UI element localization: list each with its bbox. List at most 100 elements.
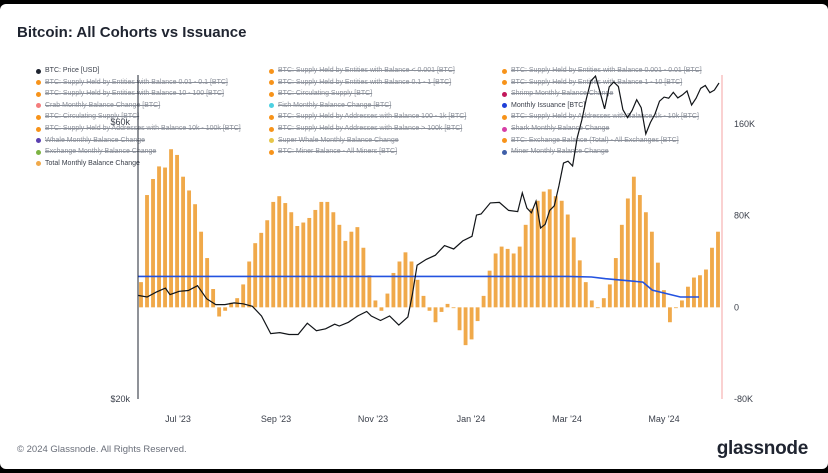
balance-change-bar xyxy=(505,248,510,308)
x-tick-label: May '24 xyxy=(648,414,679,424)
balance-change-bar xyxy=(535,200,540,308)
balance-change-bar xyxy=(680,300,684,308)
balance-change-bar xyxy=(199,231,204,308)
balance-change-bar xyxy=(367,275,372,308)
balance-change-bar xyxy=(205,258,210,308)
legend-item[interactable]: Super Whale Monthly Balance Change xyxy=(269,137,399,145)
legend-label: Shrimp Monthly Balance Change xyxy=(511,90,614,98)
balance-change-bar xyxy=(169,149,173,308)
balance-change-bar xyxy=(553,196,558,308)
legend-label: BTC: Supply Held by Addresses with Balan… xyxy=(278,125,463,132)
balance-change-bar xyxy=(265,220,270,308)
legend-swatch xyxy=(502,114,507,120)
legend-item[interactable]: BTC: Supply Held by Entities with Balanc… xyxy=(269,67,455,75)
balance-change-bar xyxy=(577,260,582,308)
legend-swatch xyxy=(36,161,41,167)
balance-change-bars xyxy=(139,149,720,346)
legend-swatch xyxy=(269,80,274,86)
right-tick-label: 80K xyxy=(734,211,750,221)
balance-change-bar xyxy=(145,195,149,308)
balance-change-bar xyxy=(439,307,444,312)
legend-item[interactable]: Crab Monthly Balance Change [BTC] xyxy=(36,102,160,110)
legend-label: BTC: Supply Held by Addresses with Balan… xyxy=(278,113,467,121)
legend-item[interactable]: Exchange Monthly Balance Change xyxy=(36,148,156,156)
legend-item[interactable]: Shrimp Monthly Balance Change xyxy=(502,90,613,98)
legend-swatch xyxy=(36,91,41,97)
legend-swatch xyxy=(36,103,41,109)
balance-change-bar xyxy=(253,243,258,308)
legend-label: BTC: Supply Held by Entities with Balanc… xyxy=(278,78,452,86)
balance-change-bar xyxy=(157,166,161,308)
legend-item[interactable]: Miner Monthly Balance Change xyxy=(502,148,609,156)
balance-change-bar xyxy=(631,176,636,308)
balance-change-bar xyxy=(319,201,324,308)
x-tick-label: Jul '23 xyxy=(165,414,191,424)
legend-swatch xyxy=(269,68,274,74)
legend-item[interactable]: BTC: Circulating Supply [BTC] xyxy=(36,113,139,121)
legend-item[interactable]: Shark Monthly Balance Change xyxy=(502,125,609,133)
balance-change-bar xyxy=(661,290,666,308)
legend-label: BTC: Price [USD] xyxy=(45,67,100,74)
left-tick-label: $60k xyxy=(110,117,130,127)
x-tick-label: Jan '24 xyxy=(457,414,486,424)
legend-item[interactable]: Fish Monthly Balance Change [BTC] xyxy=(269,102,391,110)
legend-swatch xyxy=(269,126,274,132)
balance-change-bar xyxy=(463,307,468,346)
legend-item[interactable]: BTC: Supply Held by Addresses with Balan… xyxy=(36,125,241,133)
btc-price-line xyxy=(137,74,720,336)
balance-change-bar xyxy=(247,261,252,308)
legend-label: Exchange Monthly Balance Change xyxy=(45,148,157,156)
legend-item[interactable]: BTC: Supply Held by Entities with Balanc… xyxy=(502,67,702,75)
legend-label: BTC: Supply Held by Addresses with Balan… xyxy=(45,125,241,132)
balance-change-bar xyxy=(181,176,185,308)
legend-label: Shark Monthly Balance Change xyxy=(511,125,610,132)
legend-item[interactable]: BTC: Supply Held by Entities with Balanc… xyxy=(36,90,224,98)
balance-change-bar xyxy=(193,204,198,308)
legend-label: Crab Monthly Balance Change [BTC] xyxy=(45,101,161,109)
legend-swatch xyxy=(269,114,274,120)
legend-item[interactable]: BTC: Supply Held by Entities with Balanc… xyxy=(36,79,228,87)
legend-item[interactable]: BTC: Supply Held by Addresses with Balan… xyxy=(269,113,466,121)
chart-title: Bitcoin: All Cohorts vs Issuance xyxy=(17,24,247,41)
legend-label: Super Whale Monthly Balance Change xyxy=(278,136,399,144)
legend-item[interactable]: Total Monthly Balance Change xyxy=(36,160,140,168)
balance-change-bar xyxy=(451,307,456,309)
balance-change-bar xyxy=(523,224,528,308)
legend-item[interactable]: BTC: Supply Held by Entities with Balanc… xyxy=(269,79,451,87)
balance-change-bar xyxy=(217,307,222,317)
balance-change-bar xyxy=(139,282,143,308)
legend-item[interactable]: BTC: Supply Held by Addresses with Balan… xyxy=(269,125,462,133)
left-axis-ticks: $60k $20k xyxy=(110,117,130,404)
legend-label: BTC: Exchange Balance (Total) - All Exch… xyxy=(511,136,679,144)
balance-change-bar xyxy=(409,261,414,308)
legend-swatch xyxy=(36,68,41,74)
balance-change-bar xyxy=(175,154,179,308)
balance-change-bar xyxy=(313,209,318,308)
balance-change-bar xyxy=(710,247,714,308)
legend-item[interactable]: Monthly Issuance [BTC] xyxy=(502,102,585,110)
balance-change-bar xyxy=(698,275,702,308)
balance-change-bar xyxy=(283,203,288,308)
legend-item[interactable]: BTC: Miner Balance - All Miners [BTC] xyxy=(269,148,397,156)
balance-change-bar xyxy=(349,231,354,308)
balance-change-bar xyxy=(307,217,312,308)
legend-item[interactable]: BTC: Exchange Balance (Total) - All Exch… xyxy=(502,137,679,145)
x-axis-ticks: Jul '23 Sep '23 Nov '23 Jan '24 Mar '24 May '… xyxy=(165,414,679,424)
balance-change-bar xyxy=(637,195,642,308)
legend-swatch xyxy=(502,91,507,97)
legend-item[interactable]: Whale Monthly Balance Change xyxy=(36,137,145,145)
balance-change-bar xyxy=(692,277,696,308)
legend-item[interactable]: BTC: Circulating Supply [BTC] xyxy=(269,90,372,98)
balance-change-bar xyxy=(403,252,408,308)
legend-item[interactable]: BTC: Price [USD] xyxy=(36,67,99,75)
legend-swatch xyxy=(269,138,274,144)
legend-item[interactable]: BTC: Supply Held by Addresses with Balan… xyxy=(502,113,699,121)
right-tick-label: -80K xyxy=(734,394,753,404)
balance-change-bar xyxy=(223,307,228,311)
chart-card: Bitcoin: All Cohorts vs Issuance BTC: Pr… xyxy=(0,4,828,469)
balance-change-bar xyxy=(625,198,630,308)
balance-change-bar xyxy=(445,303,450,308)
legend-label: BTC: Supply Held by Entities with Balanc… xyxy=(511,67,702,74)
balance-change-bar xyxy=(295,225,300,308)
balance-change-bar xyxy=(643,212,648,308)
